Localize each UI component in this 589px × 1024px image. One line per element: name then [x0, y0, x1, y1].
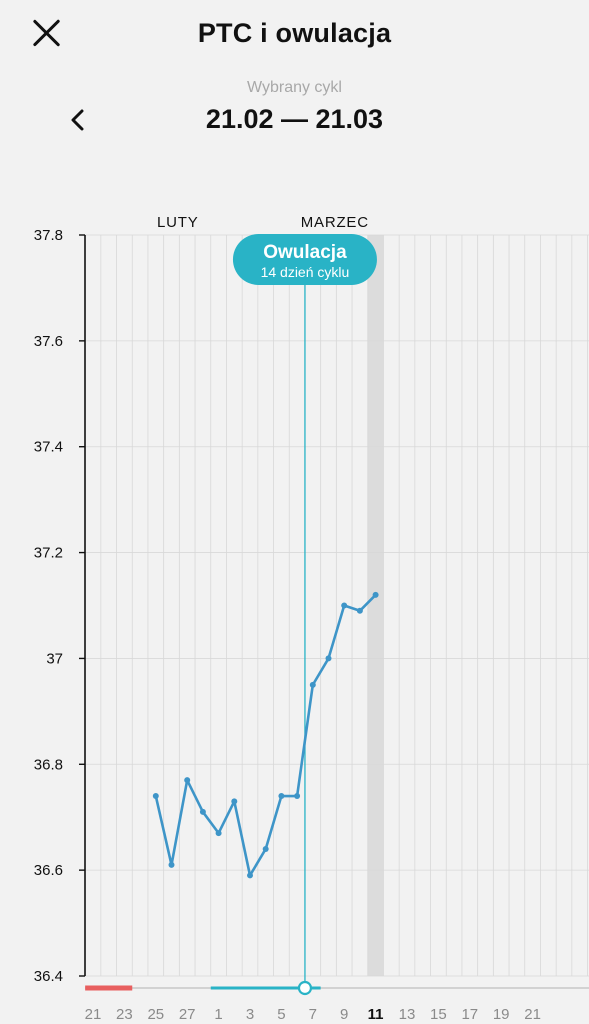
ovulation-badge-title: Owulacja [263, 242, 347, 263]
ovulation-badge-subtitle: 14 dzień cyklu [261, 264, 350, 280]
month-label: LUTY [157, 214, 199, 231]
x-tick-label: 5 [277, 1006, 285, 1023]
page-title: PTC i owulacja [197, 18, 392, 48]
x-tick-label: 21 [85, 1006, 102, 1023]
today-column-highlight [367, 235, 384, 976]
y-tick-label: 37.2 [34, 545, 63, 562]
temperature-point [294, 793, 301, 800]
x-tick-label: 23 [116, 1006, 133, 1023]
chevron-left-icon[interactable] [66, 104, 92, 136]
x-tick-label: 13 [399, 1006, 416, 1023]
ovulation-marker [297, 980, 313, 996]
temperature-point [184, 777, 191, 784]
x-tick-label: 21 [524, 1006, 541, 1023]
y-tick-label: 37 [46, 650, 63, 667]
x-tick-label: 17 [461, 1006, 478, 1023]
temperature-point [152, 793, 159, 800]
temperature-point [356, 607, 363, 614]
y-tick-label: 36.4 [34, 968, 63, 985]
month-label: MARZEC [301, 214, 369, 231]
ovulation-badge [232, 234, 377, 285]
x-tick-label-current: 11 [368, 1006, 384, 1023]
temperature-point [247, 872, 253, 879]
x-tick-label: 7 [309, 1006, 317, 1023]
temperature-point [372, 591, 379, 598]
x-tick-label: 25 [147, 1006, 164, 1023]
x-tick-label: 27 [179, 1006, 196, 1023]
cycle-caption: Wybrany cykl [247, 79, 342, 96]
x-tick-label: 19 [493, 1006, 510, 1023]
temperature-point [325, 655, 332, 662]
y-tick-label: 37.6 [34, 333, 63, 350]
temperature-point [309, 681, 316, 688]
x-tick-label: 1 [214, 1006, 222, 1023]
x-tick-label: 3 [246, 1006, 254, 1023]
x-tick-label: 9 [340, 1006, 348, 1023]
x-tick-label: 15 [430, 1006, 447, 1023]
y-tick-label: 37.4 [34, 439, 63, 456]
y-tick-label: 36.6 [34, 862, 63, 879]
y-tick-label: 36.8 [34, 756, 63, 773]
temperature-point [341, 602, 348, 609]
temperature-point [262, 845, 269, 852]
cycle-range: 21.02 — 21.03 [205, 104, 384, 134]
temperature-series-line [154, 593, 377, 877]
temperature-point [168, 861, 175, 868]
y-tick-label: 37.8 [34, 227, 63, 244]
temperature-point [199, 808, 206, 815]
temperature-point [278, 793, 285, 800]
temperature-point [231, 798, 238, 805]
header: PTC i owulacja [0, 0, 589, 66]
temperature-point [215, 830, 222, 837]
